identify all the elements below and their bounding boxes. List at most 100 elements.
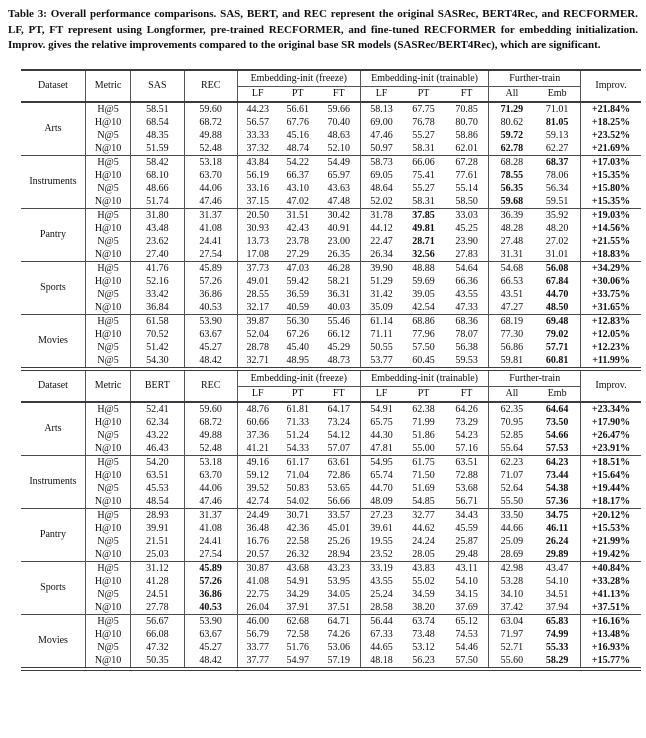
value-cell: 24.24 bbox=[412, 535, 435, 547]
value-cell: 56.19 bbox=[246, 169, 269, 181]
value-cell: 51.69 bbox=[412, 482, 435, 494]
value-cell: 53.65 bbox=[317, 481, 361, 495]
value-cell: 47.27 bbox=[500, 301, 524, 313]
value-cell: 57.36 bbox=[534, 494, 582, 509]
value-cell: 63.67 bbox=[184, 627, 238, 641]
value-cell: 31.01 bbox=[534, 247, 582, 262]
value-cell: 22.58 bbox=[286, 535, 309, 547]
value-cell: 52.10 bbox=[317, 141, 361, 156]
value-cell: 69.48 bbox=[534, 313, 582, 328]
value-cell: 53.18 bbox=[184, 454, 238, 469]
dataset-label: Sports bbox=[21, 560, 86, 615]
table-row: H@10 63.51 63.70 59.12 71.04 72.86 65.74 71.50 7… bbox=[21, 468, 641, 482]
value-cell: 64.17 bbox=[317, 401, 361, 416]
metric-label: N@5 bbox=[85, 534, 132, 548]
dataset-label: Movies bbox=[21, 313, 86, 369]
value-cell: 66.12 bbox=[317, 327, 361, 341]
value-cell: 51.42 bbox=[130, 340, 185, 354]
value-cell: 48.35 bbox=[130, 128, 185, 142]
value-cell: 55.02 bbox=[412, 575, 435, 587]
value-cell: 64.26 bbox=[444, 401, 490, 416]
table-row: Instruments H@5 58.42 53.18 43.84 54.22 54.49 5… bbox=[21, 154, 641, 209]
value-cell: 43.11 bbox=[444, 560, 490, 575]
value-cell: 73.24 bbox=[317, 415, 361, 429]
value-cell: 48.09 bbox=[370, 495, 393, 507]
metric-label: H@5 bbox=[85, 313, 132, 328]
value-cell: 50.35 bbox=[130, 653, 185, 669]
value-cell: 22.47 bbox=[370, 235, 393, 247]
value-cell: 50.55 bbox=[370, 341, 393, 353]
value-cell: 58.13 bbox=[360, 101, 403, 116]
value-cell: 54.91 bbox=[286, 575, 309, 587]
metric-label: H@5 bbox=[85, 401, 132, 416]
improv-cell: +23.34% bbox=[580, 401, 641, 416]
value-cell: 55.27 bbox=[412, 182, 435, 194]
improv-cell: +33.75% bbox=[591, 288, 631, 300]
metric-label: H@5 bbox=[85, 613, 132, 628]
value-cell: 29.89 bbox=[534, 547, 582, 562]
value-cell: 26.35 bbox=[317, 247, 361, 262]
col-subheader-all: All bbox=[488, 386, 535, 403]
col-subheader-lf: LF bbox=[360, 386, 403, 403]
value-cell: 54.02 bbox=[286, 495, 309, 507]
table-row: N@10 27.78 40.53 26.04 37.91 37.51 28.58 38.20 3… bbox=[21, 600, 641, 615]
value-cell: 57.50 bbox=[412, 341, 435, 353]
value-cell: 47.33 bbox=[444, 300, 490, 315]
metric-label: H@5 bbox=[85, 560, 132, 575]
value-cell: 48.54 bbox=[130, 494, 185, 509]
value-cell: 28.05 bbox=[412, 548, 435, 560]
value-cell: 37.94 bbox=[534, 600, 582, 615]
improv-cell: +20.12% bbox=[580, 507, 641, 522]
value-cell: 58.42 bbox=[130, 154, 185, 169]
value-cell: 60.66 bbox=[246, 416, 269, 428]
value-cell: 62.68 bbox=[277, 613, 318, 628]
value-cell: 45.53 bbox=[130, 481, 185, 495]
col-header-metric: Metric bbox=[85, 69, 132, 103]
improv-cell: +33.28% bbox=[591, 575, 631, 587]
value-cell: 71.33 bbox=[286, 416, 309, 428]
improv-cell: +37.51% bbox=[591, 601, 631, 613]
table-row: N@5 47.32 45.27 33.77 51.76 53.06 44.65 53.12 54… bbox=[21, 640, 641, 654]
value-cell: 60.45 bbox=[412, 354, 435, 366]
value-cell: 39.05 bbox=[412, 288, 435, 300]
value-cell: 71.50 bbox=[412, 469, 435, 481]
value-cell: 27.29 bbox=[286, 248, 309, 260]
value-cell: 62.27 bbox=[534, 141, 582, 156]
value-cell: 53.06 bbox=[317, 640, 361, 654]
col-subheader-emb: Emb bbox=[534, 86, 582, 103]
value-cell: 25.03 bbox=[130, 547, 185, 562]
dataset-label: Instruments bbox=[21, 154, 86, 209]
value-cell: 43.48 bbox=[130, 221, 185, 235]
value-cell: 58.29 bbox=[534, 653, 582, 669]
value-cell: 52.64 bbox=[500, 482, 524, 494]
improv-cell: +18.83% bbox=[591, 248, 631, 260]
value-cell: 48.64 bbox=[370, 182, 393, 194]
improv-cell: +12.23% bbox=[591, 341, 631, 353]
value-cell: 37.91 bbox=[286, 601, 309, 613]
value-cell: 58.31 bbox=[412, 195, 435, 207]
value-cell: 56.57 bbox=[246, 116, 269, 128]
col-header-improv: Improv. bbox=[580, 366, 641, 403]
value-cell: 34.29 bbox=[286, 588, 309, 600]
value-cell: 34.75 bbox=[534, 507, 582, 522]
metric-label: N@5 bbox=[85, 340, 132, 354]
value-cell: 35.92 bbox=[534, 207, 582, 222]
value-cell: 49.88 bbox=[184, 128, 238, 142]
value-cell: 48.42 bbox=[184, 653, 238, 669]
value-cell: 70.85 bbox=[444, 101, 490, 116]
value-cell: 34.15 bbox=[444, 587, 490, 601]
col-subheader-lf: LF bbox=[237, 86, 278, 103]
value-cell: 30.42 bbox=[317, 207, 361, 222]
value-cell: 28.78 bbox=[246, 341, 269, 353]
value-cell: 55.00 bbox=[412, 442, 435, 454]
improv-cell: +21.99% bbox=[591, 535, 631, 547]
value-cell: 61.14 bbox=[360, 313, 403, 328]
value-cell: 59.42 bbox=[286, 275, 309, 287]
value-cell: 67.26 bbox=[286, 328, 309, 340]
value-cell: 24.41 bbox=[184, 534, 238, 548]
value-cell: 20.57 bbox=[246, 548, 269, 560]
value-cell: 27.83 bbox=[444, 247, 490, 262]
value-cell: 43.68 bbox=[277, 560, 318, 575]
value-cell: 37.51 bbox=[317, 600, 361, 615]
improv-cell: +15.64% bbox=[591, 469, 631, 481]
